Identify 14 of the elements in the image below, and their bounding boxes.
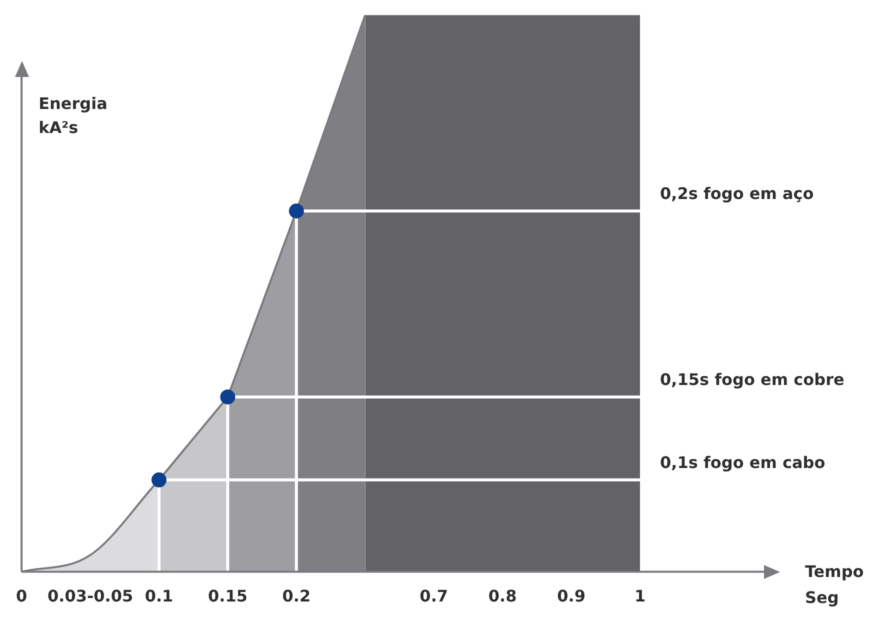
ref-line-label: 0,1s fogo em cabo [660, 453, 826, 472]
x-tick-label: 0 [16, 586, 28, 606]
x-tick-label: 0.2 [282, 586, 311, 606]
y-axis-title: Energia kA²s [38, 94, 108, 138]
x-tick-label: 0.03-0.05 [47, 586, 134, 606]
x-tick-label: 1 [634, 586, 646, 606]
x-tick-label: 0.9 [557, 586, 586, 606]
x-tick-label: 0.1 [144, 586, 174, 606]
x-tick-label: 0.15 [208, 586, 248, 606]
x-tick-label: 0.8 [488, 586, 517, 606]
ref-line-label: 0,2s fogo em aço [660, 184, 814, 204]
text: Tempo Seg [805, 562, 864, 607]
x-tick-label: 0.7 [420, 586, 448, 606]
ref-line-label: 0,15s fogo em cobre [660, 370, 844, 390]
